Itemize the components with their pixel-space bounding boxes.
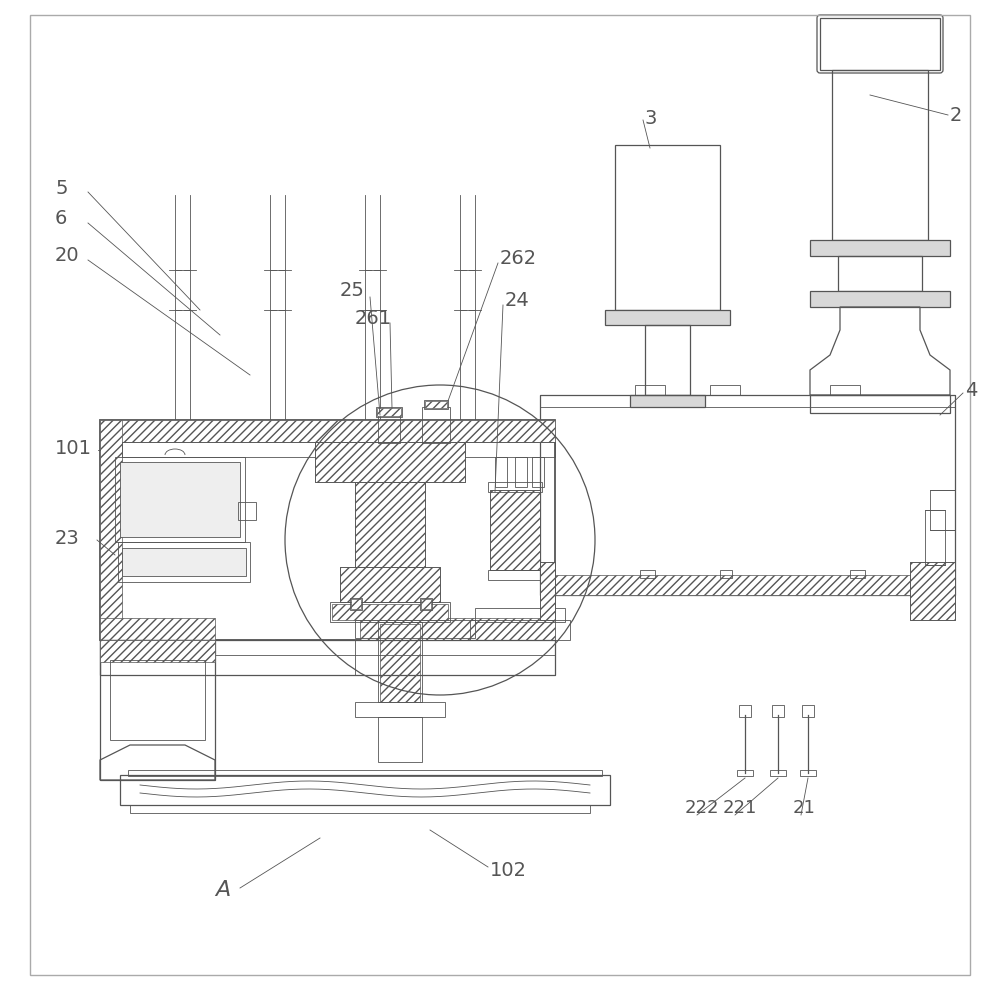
Bar — [490, 490, 540, 570]
Text: 221: 221 — [723, 799, 757, 817]
Bar — [737, 770, 753, 776]
Bar — [615, 145, 720, 310]
Bar — [540, 575, 955, 595]
Bar — [422, 407, 450, 443]
Bar — [122, 442, 555, 457]
Bar — [540, 562, 555, 620]
Bar — [130, 805, 590, 813]
Bar — [488, 570, 542, 580]
Bar — [830, 385, 860, 395]
Bar — [772, 705, 784, 717]
Bar — [351, 599, 361, 609]
Bar — [100, 618, 215, 640]
Bar — [645, 325, 690, 395]
Bar — [100, 420, 555, 442]
Bar — [540, 562, 555, 620]
Bar — [605, 310, 730, 325]
Bar — [100, 420, 555, 640]
Text: 4: 4 — [965, 381, 977, 400]
Bar — [925, 510, 945, 565]
Bar — [640, 570, 655, 578]
Bar — [630, 395, 705, 407]
Text: 101: 101 — [55, 438, 92, 458]
Bar — [475, 608, 565, 622]
Bar — [355, 640, 555, 675]
Bar — [930, 490, 955, 530]
Bar — [378, 415, 400, 443]
Bar — [355, 482, 425, 567]
Bar — [424, 400, 448, 409]
Bar — [115, 457, 245, 542]
Bar — [710, 385, 740, 395]
Text: 222: 222 — [685, 799, 720, 817]
Bar — [110, 660, 205, 740]
Bar — [355, 482, 425, 567]
Text: 20: 20 — [55, 245, 80, 264]
Bar — [810, 395, 950, 413]
Bar — [495, 457, 507, 487]
Bar — [739, 705, 751, 717]
Bar — [128, 770, 602, 776]
Bar — [770, 770, 786, 776]
Bar — [532, 457, 544, 487]
Bar — [421, 599, 431, 609]
Bar — [120, 462, 240, 537]
Bar — [820, 18, 940, 70]
Bar — [340, 567, 440, 602]
Text: 23: 23 — [55, 528, 80, 548]
Bar — [376, 407, 402, 417]
Text: A: A — [215, 880, 230, 900]
Bar — [100, 640, 555, 675]
Bar — [315, 442, 465, 482]
Bar — [332, 604, 448, 620]
Bar — [802, 705, 814, 717]
Bar — [340, 567, 440, 602]
Bar — [910, 562, 955, 620]
Bar — [355, 620, 475, 638]
Bar — [118, 542, 250, 582]
Bar — [838, 256, 922, 291]
Text: 2: 2 — [950, 106, 962, 125]
Bar — [378, 622, 422, 702]
Bar — [122, 548, 246, 576]
Bar — [832, 70, 928, 240]
Bar — [238, 502, 256, 520]
Bar — [380, 624, 420, 702]
Bar — [720, 570, 732, 578]
Bar — [425, 401, 447, 408]
Bar — [910, 562, 955, 620]
Bar — [350, 598, 362, 610]
Bar — [850, 570, 865, 578]
Bar — [120, 775, 610, 805]
Bar — [810, 240, 950, 256]
Bar — [470, 620, 570, 640]
Bar — [540, 395, 955, 407]
Bar — [330, 602, 450, 622]
Text: 261: 261 — [355, 309, 392, 327]
Bar — [488, 482, 542, 492]
Text: 3: 3 — [645, 109, 657, 128]
Text: 6: 6 — [55, 209, 67, 227]
Bar — [100, 640, 215, 662]
Bar — [360, 618, 555, 640]
Text: 262: 262 — [500, 248, 537, 267]
Text: 24: 24 — [505, 291, 530, 310]
Text: 25: 25 — [340, 281, 365, 300]
Bar — [355, 702, 445, 717]
Text: 102: 102 — [490, 860, 527, 879]
Bar — [315, 442, 465, 482]
Bar — [490, 490, 540, 570]
Bar — [377, 408, 401, 416]
Bar — [635, 385, 665, 395]
Bar — [100, 640, 215, 780]
Bar — [800, 770, 816, 776]
Text: 21: 21 — [793, 799, 816, 817]
Bar — [515, 457, 527, 487]
Bar — [420, 598, 432, 610]
Bar — [100, 420, 122, 640]
Bar — [540, 395, 955, 595]
Bar — [378, 717, 422, 762]
Text: 5: 5 — [55, 178, 68, 198]
Bar — [810, 291, 950, 307]
